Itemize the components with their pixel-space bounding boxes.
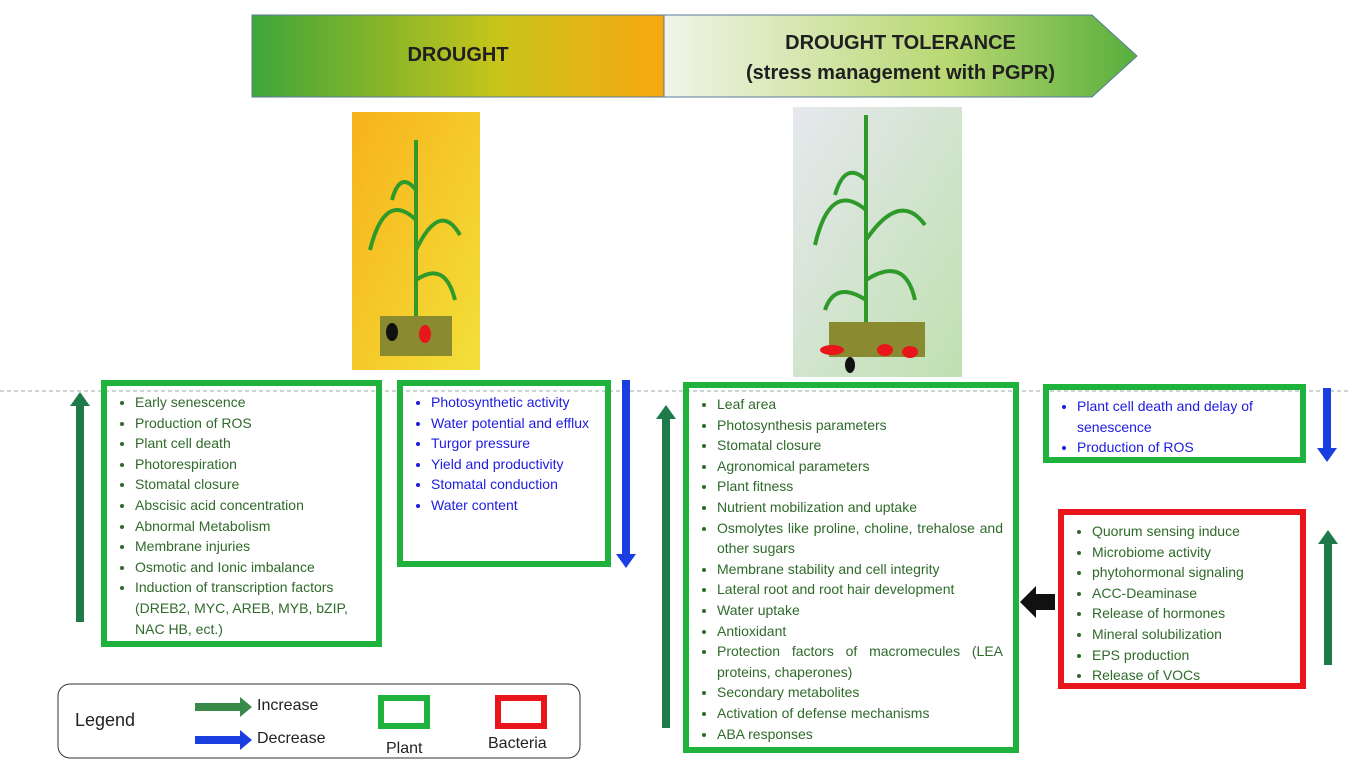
plant-box: Plant cell death and delay of senescence… — [1043, 384, 1306, 463]
microbe — [845, 357, 855, 373]
plant-box: Photosynthetic activityWater potential a… — [397, 380, 611, 567]
list-item: phytohormonal signaling — [1092, 562, 1290, 583]
microbe — [419, 325, 431, 343]
list-item: Plant cell death — [135, 433, 366, 454]
microbe — [877, 344, 893, 356]
list-item: Yield and productivity — [431, 454, 595, 475]
list-item: Release of VOCs — [1092, 665, 1290, 686]
plant-box: Early senescenceProduction of ROSPlant c… — [101, 380, 382, 647]
list-item: Stomatal conduction — [431, 474, 595, 495]
legend-title: Legend — [75, 710, 135, 731]
list-item: Plant fitness — [717, 476, 1003, 497]
list-item: Production of ROS — [135, 413, 366, 434]
list-item: Agronomical parameters — [717, 456, 1003, 477]
list-item: Lateral root and root hair development — [717, 579, 1003, 600]
microbe — [902, 346, 918, 358]
banner-tolerance-title: DROUGHT TOLERANCE — [664, 32, 1137, 55]
list-item: Quorum sensing induce — [1092, 521, 1290, 542]
legend-label: Bacteria — [488, 735, 547, 753]
page: {"header": {"drought": "DROUGHT", "toler… — [0, 0, 1348, 760]
list-item: Stomatal closure — [135, 474, 366, 495]
legend-label: Decrease — [257, 730, 325, 748]
list-item: Abscisic acid concentration — [135, 495, 366, 516]
list-item: Water content — [431, 495, 595, 516]
list-item: Turgor pressure — [431, 433, 595, 454]
list-item: Mineral solubilization — [1092, 624, 1290, 645]
list-item: Photorespiration — [135, 454, 366, 475]
list-item: Stomatal closure — [717, 435, 1003, 456]
list-item: Water potential and efflux — [431, 413, 595, 434]
list-item: Water uptake — [717, 600, 1003, 621]
legend-label: Plant — [386, 740, 422, 758]
list-item: ACC-Deaminase — [1092, 583, 1290, 604]
list-item: Abnormal Metabolism — [135, 516, 366, 537]
banner-drought-label: DROUGHT — [252, 44, 664, 67]
list-item: Photosynthesis parameters — [717, 415, 1003, 436]
list-item: Leaf area — [717, 394, 1003, 415]
list-item: Protection factors of macromecules (LEA … — [717, 641, 1003, 682]
list-item: Release of hormones — [1092, 603, 1290, 624]
list-item: Production of ROS — [1077, 437, 1290, 458]
list-item: EPS production — [1092, 645, 1290, 666]
list-item: Photosynthetic activity — [431, 392, 595, 413]
list-item: Nutrient mobilization and uptake — [717, 497, 1003, 518]
list-item: Antioxidant — [717, 621, 1003, 642]
plant-box: Leaf areaPhotosynthesis parametersStomat… — [683, 382, 1019, 753]
list-item: Induction of transcription factors (DREB… — [135, 577, 366, 639]
microbe — [820, 345, 844, 355]
list-item: Activation of defense mechanisms — [717, 703, 1003, 724]
list-item: Membrane stability and cell integrity — [717, 559, 1003, 580]
list-item: Osmotic and Ionic imbalance — [135, 557, 366, 578]
list-item: Osmolytes like proline, choline, trehalo… — [717, 518, 1003, 559]
banner-tolerance-subtitle: (stress management with PGPR) — [664, 62, 1137, 85]
bacteria-box: Quorum sensing induceMicrobiome activity… — [1058, 509, 1306, 689]
list-item: Secondary metabolites — [717, 682, 1003, 703]
list-item: Membrane injuries — [135, 536, 366, 557]
list-item: Early senescence — [135, 392, 366, 413]
microbe — [386, 323, 398, 341]
list-item: Microbiome activity — [1092, 542, 1290, 563]
list-item: Plant cell death and delay of senescence — [1077, 396, 1290, 437]
list-item: ABA responses — [717, 724, 1003, 745]
legend-label: Increase — [257, 697, 318, 715]
